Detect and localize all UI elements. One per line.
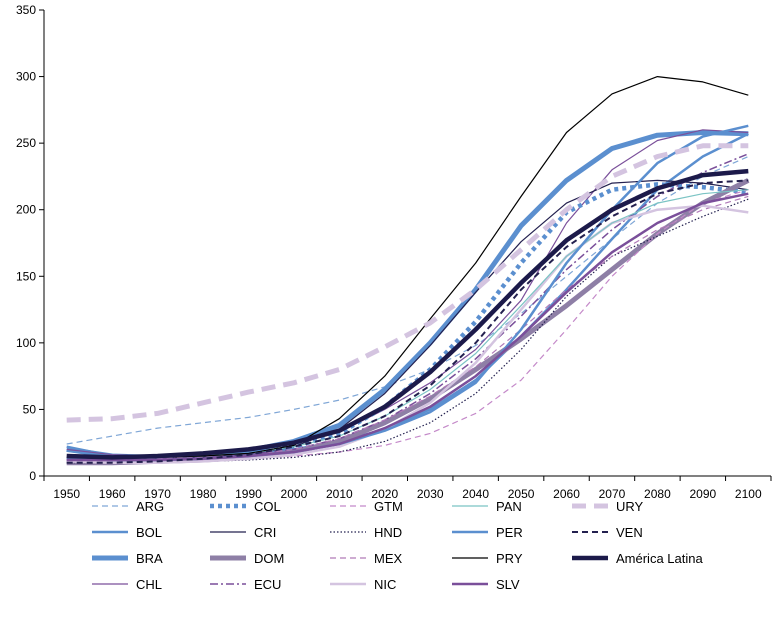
series-line-hnd: [66, 198, 749, 464]
legend-label-pan: PAN: [496, 499, 522, 514]
legend-label-cri: CRI: [254, 525, 276, 540]
chart-legend: ARG BOL BRA CHL COL CRI DOM ECU GTM HND MEX NIC PAN P…: [92, 499, 703, 592]
y-tick-label: 350: [16, 3, 36, 17]
legend-label-per: PER: [496, 525, 523, 540]
x-tick-label: 1960: [99, 487, 126, 501]
legend-label-bol: BOL: [136, 525, 162, 540]
x-tick-label: 2070: [599, 487, 626, 501]
legend-label-gtm: GTM: [374, 499, 403, 514]
series-line-mex: [66, 195, 749, 461]
legend-label-nic: NIC: [374, 577, 396, 592]
x-tick-label: 2100: [735, 487, 762, 501]
legend-label-arg: ARG: [136, 499, 164, 514]
legend-label-mex: MEX: [374, 551, 403, 566]
series-line-arg: [66, 155, 749, 445]
x-tick-label: 2030: [417, 487, 444, 501]
x-tick-label: 1950: [53, 487, 80, 501]
y-tick-label: 0: [29, 469, 36, 483]
legend-label-col: COL: [254, 499, 281, 514]
x-tick-label: 1980: [190, 487, 217, 501]
legend-label-bra: BRA: [136, 551, 163, 566]
legend-label-ecu: ECU: [254, 577, 281, 592]
series-line-ven: [66, 179, 749, 464]
y-tick-label: 300: [16, 70, 36, 84]
x-tick-label: 2050: [508, 487, 535, 501]
legend-label-pry: PRY: [496, 551, 523, 566]
x-tick-label: 2040: [462, 487, 489, 501]
x-tick-label: 1970: [144, 487, 171, 501]
x-tick-label: 1990: [235, 487, 262, 501]
legend-label-chl: CHL: [136, 577, 162, 592]
series-line-chl: [66, 129, 749, 457]
x-tick-label: 2010: [326, 487, 353, 501]
x-tick-label: 2020: [371, 487, 398, 501]
chart-lines: [66, 76, 750, 466]
series-line-ecu: [66, 153, 749, 461]
legend-label-ven: VEN: [616, 525, 643, 540]
x-tick-label: 2080: [644, 487, 671, 501]
chart-axes: [43, 10, 771, 477]
y-tick-label: 150: [16, 269, 36, 283]
y-tick-label: 200: [16, 203, 36, 217]
legend-label-dom: DOM: [254, 551, 284, 566]
y-tick-label: 50: [23, 402, 37, 416]
series-line-ury: [66, 143, 749, 423]
x-tick-label: 2060: [553, 487, 580, 501]
y-tick-label: 250: [16, 136, 36, 150]
legend-label-ury: URY: [616, 499, 644, 514]
x-tick-label: 2000: [281, 487, 308, 501]
x-tick-label: 2090: [689, 487, 716, 501]
y-tick-label: 100: [16, 336, 36, 350]
legend-label-america-latina: América Latina: [616, 551, 703, 566]
legend-label-slv: SLV: [496, 577, 520, 592]
series-line-america-latina: [66, 168, 749, 460]
chart-ticks: 0 50 100 150 200 250 300 350 1950 1960 1970 1980 199…: [16, 3, 772, 501]
legend-label-hnd: HND: [374, 525, 402, 540]
